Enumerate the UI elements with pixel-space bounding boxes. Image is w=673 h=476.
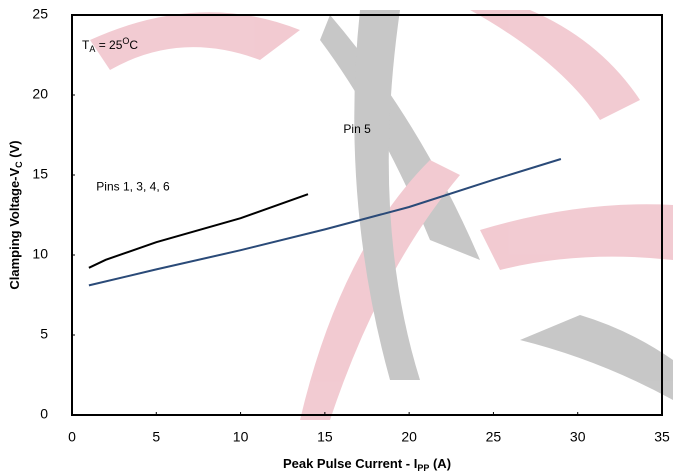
x-tick-label: 15 [317,429,333,445]
series-line [88,158,562,287]
y-tick-label: 5 [40,326,48,342]
x-tick-label: 10 [233,429,249,445]
watermark [90,10,673,420]
label-part: (V) [7,140,22,161]
y-tick-label: 25 [32,6,48,22]
x-tick-label: 20 [401,429,417,445]
series-label: Pins 1, 3, 4, 6 [96,179,170,193]
series-line [88,193,309,269]
plot-frame [71,14,663,416]
annotation-part: C [129,38,138,52]
x-axis-label: Peak Pulse Current - IPP (A) [283,456,451,473]
annotation-part: = 25 [95,38,122,52]
x-tick-label: 5 [152,429,160,445]
y-tick-label: 10 [32,246,48,262]
annotation-part: O [122,36,129,46]
x-tick-label: 35 [654,429,670,445]
y-axis-label: Clamping Voltage-VC (V) [7,140,24,289]
x-tick-label: 30 [570,429,586,445]
label-part: PP [417,463,429,473]
label-part: C [14,161,24,168]
annotation-part: A [89,44,95,54]
x-tick-label: 25 [486,429,502,445]
label-part: (A) [429,456,451,471]
series-label: Pin 5 [343,122,371,136]
y-tick-label: 0 [40,406,48,422]
label-part: Clamping Voltage-V [7,167,22,289]
annotation: TA = 25OC [82,36,138,54]
label-part: Peak Pulse Current - I [283,456,417,471]
annotation-part: T [82,38,90,52]
x-tick-label: 0 [68,429,76,445]
y-tick-label: 20 [32,86,48,102]
y-tick-label: 15 [32,166,48,182]
